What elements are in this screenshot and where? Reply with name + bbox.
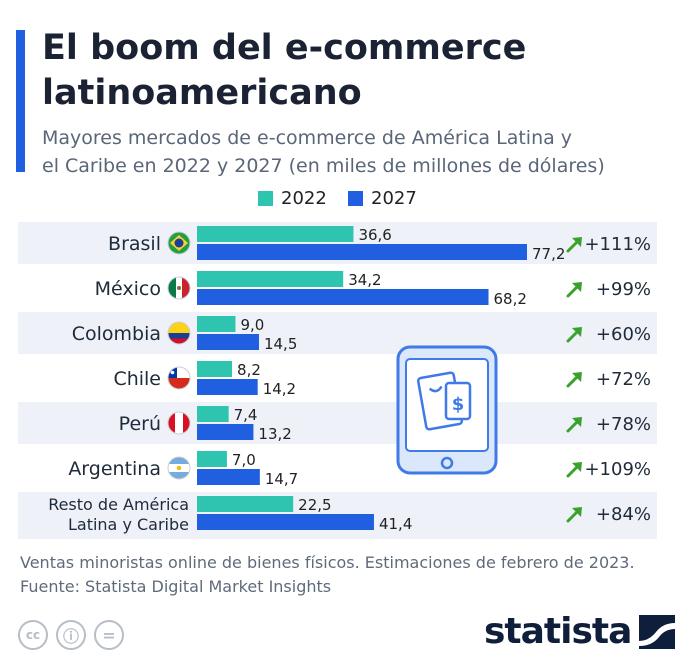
trend-arrow-icon (566, 372, 582, 388)
category-label: Latina y Caribe (68, 515, 189, 534)
row-background (18, 402, 657, 444)
category-label: Chile (113, 368, 161, 390)
data-label-2027: 13,2 (258, 425, 291, 443)
growth-label: +99% (596, 279, 651, 300)
data-label-2022: 22,5 (298, 496, 331, 514)
growth-label: +72% (596, 369, 651, 390)
category-label: Colombia (72, 323, 161, 345)
trend-arrow-icon (566, 462, 582, 478)
brand-name: statista (484, 611, 632, 652)
title-line-1: El boom del e-commerce (42, 28, 527, 68)
bar-2027 (197, 514, 374, 530)
data-label-2022: 9,0 (240, 316, 264, 334)
data-label-2022: 8,2 (237, 361, 261, 379)
legend-item-2022: 2022 (258, 188, 327, 209)
data-label-2022: 7,4 (234, 406, 258, 424)
category-label: Brasil (108, 233, 161, 255)
cc-icon[interactable]: cc (18, 620, 48, 650)
attribution-icon[interactable]: ⓘ (56, 620, 86, 650)
category-label: Resto de América (48, 495, 189, 514)
legend-swatch-2027 (348, 191, 363, 206)
bar-2027 (197, 289, 489, 305)
chart-title: El boom del e-commerce latinoamericano (42, 26, 526, 116)
no-derivatives-icon[interactable]: = (94, 620, 124, 650)
row-background (18, 312, 657, 354)
smartphone-shopping-icon: $ (396, 345, 498, 475)
trend-arrow-icon (566, 417, 582, 433)
chart-notes: Ventas minoristas online de bienes físic… (20, 551, 635, 599)
data-label-2022: 36,6 (358, 226, 391, 244)
statista-logo[interactable]: statista (484, 611, 676, 652)
trend-arrow-icon (566, 237, 582, 253)
peru-flag-icon (167, 411, 191, 435)
bar-2027 (197, 244, 527, 260)
statista-logo-icon (639, 614, 676, 649)
bar-2027 (197, 334, 259, 350)
legend-label-2022: 2022 (281, 188, 327, 209)
bar-2027 (197, 424, 254, 440)
data-label-2022: 34,2 (348, 271, 381, 289)
title-line-2: latinoamericano (42, 73, 362, 113)
bar-2022 (197, 451, 227, 467)
bar-2022 (197, 496, 294, 512)
bar-2022 (197, 316, 236, 332)
note-line: Ventas minoristas online de bienes físic… (20, 553, 635, 572)
legend: 2022 2027 (0, 188, 680, 212)
growth-label: +84% (596, 504, 651, 525)
legend-label-2027: 2027 (371, 188, 417, 209)
data-label-2027: 41,4 (379, 515, 412, 533)
growth-label: +111% (584, 234, 651, 255)
data-label-2027: 68,2 (494, 290, 527, 308)
trend-arrow-icon (566, 507, 582, 523)
category-label: Perú (119, 413, 161, 435)
accent-bar (16, 30, 25, 172)
brazil-flag-icon (167, 231, 191, 255)
mexico-flag-icon (167, 276, 191, 300)
growth-label: +78% (596, 414, 651, 435)
chart-subtitle: Mayores mercados de e-commerce de Améric… (42, 124, 672, 180)
bar-2022 (197, 361, 233, 377)
bar-2027 (197, 469, 260, 485)
trend-arrow-icon (566, 327, 582, 343)
license-icons: cc ⓘ = (18, 620, 124, 650)
data-label-2027: 14,5 (264, 335, 297, 353)
subtitle-line-1: Mayores mercados de e-commerce de Améric… (42, 127, 573, 149)
bar-2022 (197, 226, 354, 242)
data-label-2027: 77,2 (532, 245, 565, 263)
argentina-flag-icon (167, 456, 191, 480)
legend-item-2027: 2027 (348, 188, 417, 209)
data-label-2022: 7,0 (232, 451, 256, 469)
category-label: México (95, 278, 161, 300)
bar-2027 (197, 379, 258, 395)
data-label-2027: 14,2 (263, 380, 296, 398)
chile-flag-icon (167, 366, 191, 390)
growth-label: +109% (584, 459, 651, 480)
source-line: Fuente: Statista Digital Market Insights (20, 577, 332, 596)
legend-swatch-2022 (258, 191, 273, 206)
svg-text:$: $ (452, 394, 465, 415)
subtitle-line-2: el Caribe en 2022 y 2027 (en miles de mi… (42, 155, 605, 177)
data-label-2027: 14,7 (265, 470, 298, 488)
trend-arrow-icon (566, 282, 582, 298)
category-label: Argentina (68, 458, 161, 480)
bar-2022 (197, 271, 344, 287)
colombia-flag-icon (167, 321, 191, 345)
bar-2022 (197, 406, 229, 422)
growth-label: +60% (596, 324, 651, 345)
